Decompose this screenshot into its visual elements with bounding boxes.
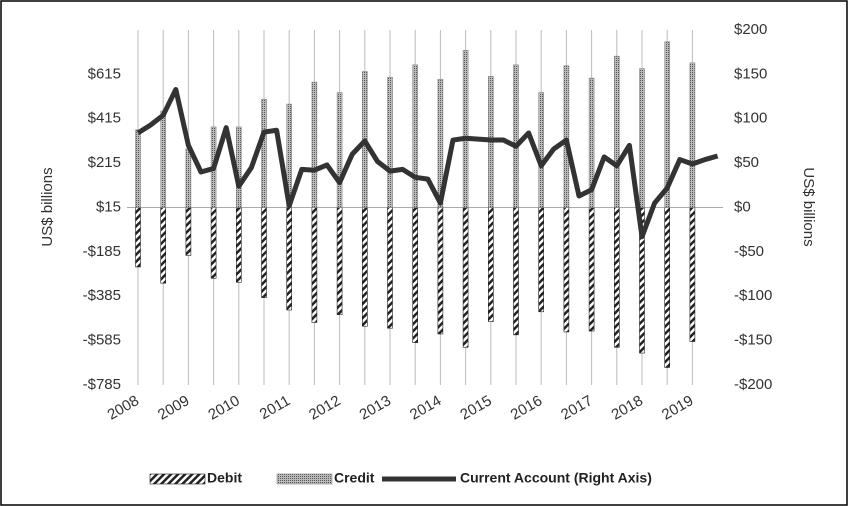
bar — [311, 81, 318, 208]
legend-swatch — [276, 473, 333, 485]
bar — [538, 92, 545, 208]
bar — [563, 65, 570, 208]
bar — [387, 207, 393, 329]
bar — [639, 68, 645, 208]
bar — [588, 77, 595, 208]
y2-tick-label: $50 — [734, 154, 759, 171]
bar — [160, 207, 166, 284]
y2-tick-label: -$150 — [734, 332, 772, 349]
bar — [613, 55, 620, 208]
bar — [185, 148, 192, 208]
bar — [311, 207, 318, 323]
y-tick-label: $15 — [96, 198, 121, 215]
bar — [185, 207, 192, 256]
y-axis-label: US$ billions — [39, 167, 56, 246]
bar — [513, 64, 519, 208]
y-tick-label: $415 — [88, 110, 121, 127]
y-tick-label: $215 — [88, 154, 121, 171]
bar — [160, 110, 166, 208]
bar — [336, 92, 343, 208]
bar — [588, 207, 595, 332]
bar — [135, 129, 141, 208]
y2-tick-label: $0 — [734, 198, 751, 215]
y-tick-label: $615 — [88, 65, 121, 82]
bar — [563, 207, 570, 333]
bar — [462, 207, 469, 348]
bar — [286, 207, 293, 311]
bar — [462, 50, 469, 208]
bar — [387, 76, 393, 208]
bar — [361, 207, 368, 327]
y-tick-label: -$785 — [83, 376, 121, 393]
y2-tick-label: $150 — [734, 65, 767, 82]
y-tick-label: -$585 — [83, 332, 121, 349]
legend-label: Debit — [207, 470, 242, 486]
y2-tick-label: -$200 — [734, 376, 772, 393]
y2-tick-label: -$50 — [734, 243, 764, 260]
bar — [412, 207, 419, 343]
bar — [538, 207, 545, 313]
line — [136, 86, 719, 240]
bar — [412, 64, 419, 208]
bar — [437, 207, 444, 335]
bar — [487, 207, 494, 322]
legend-swatch — [149, 473, 206, 485]
legend-label: Current Account (Right Axis) — [460, 470, 652, 486]
bar — [513, 207, 519, 336]
bar — [261, 98, 267, 208]
bar — [689, 207, 696, 342]
y2-tick-label: $200 — [734, 21, 767, 38]
bar — [261, 207, 267, 298]
y-tick-label: -$385 — [83, 287, 121, 304]
bar — [664, 41, 671, 208]
legend-label: Credit — [334, 470, 375, 486]
bar — [437, 78, 444, 208]
y2-tick-label: $100 — [734, 110, 767, 127]
bar — [236, 207, 242, 283]
bar — [210, 207, 217, 279]
bar — [689, 62, 696, 208]
y-tick-label: -$185 — [83, 243, 121, 260]
bar — [135, 207, 141, 268]
bar — [664, 207, 671, 368]
y2-axis-label: US$ billions — [800, 167, 817, 246]
bar — [613, 207, 620, 348]
y2-tick-label: -$100 — [734, 287, 772, 304]
bar — [336, 207, 343, 315]
